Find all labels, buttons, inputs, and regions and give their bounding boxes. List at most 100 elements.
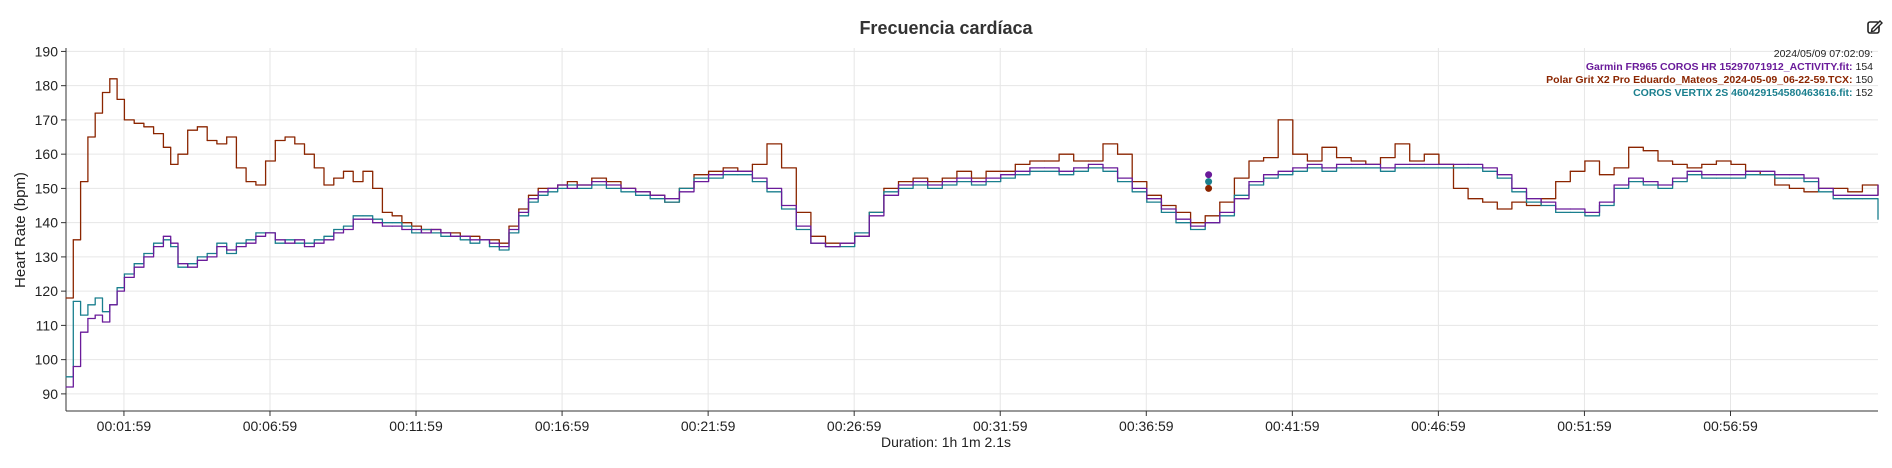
data-point: [620, 187, 622, 189]
data-point: [941, 177, 943, 179]
data-point: [1306, 163, 1308, 165]
data-point: [1321, 167, 1323, 169]
data-point: [303, 246, 306, 248]
data-point: [508, 228, 510, 231]
data-point: [216, 143, 218, 145]
data-point: [1379, 167, 1382, 169]
data-point: [87, 304, 89, 306]
data-point: [518, 208, 520, 210]
data-point: [1482, 170, 1484, 172]
data-point: [527, 198, 530, 200]
data-point: [65, 297, 67, 299]
x-tick-label: 00:36:59: [1119, 418, 1174, 434]
data-point: [1102, 170, 1104, 172]
data-point: [1087, 160, 1089, 162]
data-point: [605, 187, 608, 189]
data-point: [479, 239, 481, 241]
data-point: [1861, 198, 1863, 200]
data-point: [527, 194, 530, 196]
data-point: [1818, 187, 1820, 189]
data-point: [1423, 167, 1425, 169]
data-point: [1131, 191, 1133, 193]
data-point: [1014, 163, 1016, 165]
data-point: [1321, 146, 1323, 148]
data-point: [94, 297, 96, 299]
data-point: [1511, 187, 1513, 189]
data-point: [1190, 225, 1192, 227]
data-point: [537, 191, 539, 193]
data-point: [664, 201, 666, 203]
data-point: [1248, 160, 1250, 162]
data-point: [1877, 184, 1879, 186]
data-point: [693, 177, 695, 179]
data-point: [1204, 222, 1206, 224]
data-point: [177, 266, 179, 268]
data-point: [362, 218, 364, 220]
data-point: [635, 194, 637, 196]
data-point: [177, 153, 179, 155]
external-edit-icon[interactable]: [1867, 20, 1883, 34]
data-point: [498, 246, 500, 248]
data-point: [1336, 157, 1338, 159]
data-point: [1482, 201, 1484, 203]
data-point: [1525, 198, 1528, 200]
data-point: [72, 300, 74, 302]
data-point: [94, 112, 96, 114]
x-tick-label: 00:01:59: [97, 418, 152, 434]
data-point: [1058, 174, 1060, 176]
data-point: [143, 252, 145, 255]
legend-series-name: Garmin FR965 COROS HR 15297071912_ACTIVI…: [1586, 61, 1853, 73]
x-tick-label: 00:21:59: [681, 418, 736, 434]
data-point: [508, 225, 510, 227]
data-point: [123, 119, 125, 121]
data-point: [1058, 153, 1060, 155]
x-tick-label: 00:31:59: [973, 418, 1028, 434]
data-point: [1555, 208, 1557, 210]
data-point: [401, 228, 403, 231]
data-point: [722, 170, 724, 172]
data-point: [123, 276, 125, 278]
data-point: [620, 191, 622, 193]
data-point: [274, 242, 276, 244]
legend-series-name: Polar Grit X2 Pro Eduardo_Mateos_2024-05…: [1546, 74, 1852, 86]
data-point: [352, 181, 354, 183]
data-point: [1263, 157, 1265, 159]
data-point: [1379, 170, 1382, 172]
data-point: [1511, 191, 1513, 193]
data-point: [970, 184, 973, 186]
data-point: [1628, 146, 1630, 148]
data-point: [469, 239, 471, 241]
data-point: [94, 314, 96, 316]
data-point: [323, 184, 325, 186]
data-point: [1774, 174, 1776, 176]
data-point: [1000, 170, 1002, 172]
data-point: [766, 191, 768, 193]
y-tick-label: 130: [35, 249, 59, 265]
y-tick-label: 180: [35, 78, 59, 94]
data-point: [352, 218, 354, 220]
data-point: [342, 170, 345, 172]
data-point: [678, 191, 681, 193]
hover-marker: [1205, 178, 1213, 186]
data-point: [751, 181, 754, 183]
data-point: [1131, 187, 1133, 189]
data-point: [391, 225, 393, 227]
data-point: [1496, 174, 1498, 176]
y-axis-ticks: 90 100 110 120 130 140 150 160 170 180 190: [35, 43, 66, 402]
data-point: [1233, 177, 1235, 179]
data-point: [1584, 160, 1586, 162]
data-point: [1058, 170, 1060, 172]
data-point: [1102, 167, 1104, 169]
data-point: [1540, 201, 1542, 203]
data-point: [1423, 163, 1425, 165]
data-point: [1569, 208, 1571, 210]
data-point: [1204, 215, 1206, 217]
data-point: [576, 184, 578, 186]
data-point: [1043, 167, 1046, 169]
data-point: [488, 246, 491, 248]
data-point: [1584, 215, 1586, 217]
data-point: [1190, 228, 1192, 231]
data-point: [245, 239, 247, 241]
data-point: [333, 228, 335, 231]
data-point: [1847, 191, 1849, 193]
